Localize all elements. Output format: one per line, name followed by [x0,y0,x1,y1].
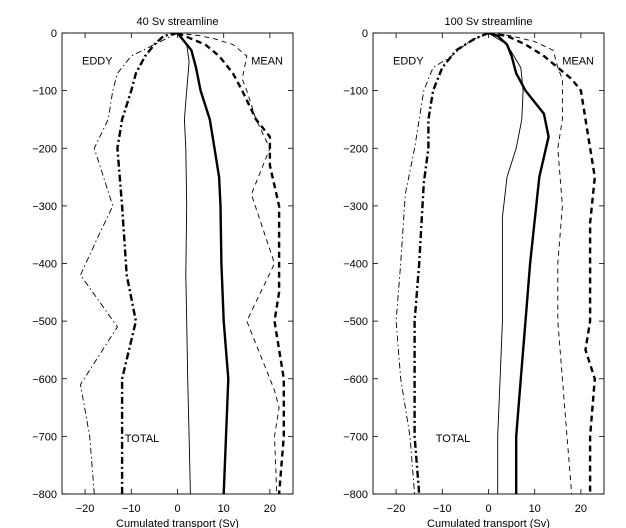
annotation-mean: MEAN [251,56,283,68]
series-line-thin-dashdot [395,33,489,494]
y-tick-label: −600 [32,374,57,386]
y-tick-label: −600 [343,374,368,386]
x-axis-label: Cumulated transport (Sv) [116,518,239,528]
x-tick-label: 0 [174,503,180,515]
x-tick-label: −20 [387,503,406,515]
series-line-thin-solid [177,33,191,494]
annotation-total: TOTAL [125,433,159,445]
x-tick-label: −10 [433,503,452,515]
series-line-thick-dashdot [413,33,489,494]
plot-frame [372,32,605,495]
x-tick-label: 20 [575,503,587,515]
y-tick-label: 0 [51,28,57,40]
series-group [80,33,285,494]
series-line-thick-dashed [177,33,285,494]
series-line-thin-dashed [488,33,573,494]
chart-title: 40 Sv streamline [137,16,219,28]
x-tick-label: 20 [264,503,276,515]
annotation-eddy: EDDY [82,56,113,68]
y-tick-label: −800 [343,489,368,501]
annotation-eddy: EDDY [393,56,424,68]
series-line-thick-solid [176,33,230,494]
series-line-thick-solid [488,33,550,494]
x-tick-label: 0 [485,503,491,515]
y-tick-label: −100 [32,86,57,98]
y-tick-label: −300 [343,201,368,213]
plot-frame [61,32,294,495]
panel-100sv: 100 Sv streamline Cumulated transport (Sv… [343,16,605,528]
x-tick-label: −20 [76,503,95,515]
y-tick-label: −500 [32,316,57,328]
x-axis-label: Cumulated transport (Sv) [427,518,550,528]
y-tick-label: −500 [343,316,368,328]
series-group [395,33,596,494]
x-tick-label: 10 [218,503,230,515]
series-line-thin-solid [488,33,524,494]
annotation-total: TOTAL [436,433,470,445]
x-tick-label: 10 [529,503,541,515]
y-tick-label: −200 [343,143,368,155]
series-line-thin-dashed [177,33,280,494]
y-tick-label: −700 [343,431,368,443]
y-tick-label: 0 [362,28,368,40]
y-tick-label: −400 [32,259,57,271]
x-tick-label: −10 [122,503,141,515]
y-tick-label: −100 [343,86,368,98]
chart-title: 100 Sv streamline [444,16,532,28]
series-line-thick-dashed [488,33,596,494]
series-line-thin-dashdot [80,33,178,494]
series-line-thick-dashdot [116,33,178,494]
panel-40sv: 40 Sv streamline Cumulated transport (Sv)… [32,16,294,528]
y-tick-label: −200 [32,143,57,155]
y-tick-label: −700 [32,431,57,443]
y-tick-label: −300 [32,201,57,213]
y-tick-label: −400 [343,259,368,271]
y-tick-label: −800 [32,489,57,501]
annotation-mean: MEAN [562,56,594,68]
